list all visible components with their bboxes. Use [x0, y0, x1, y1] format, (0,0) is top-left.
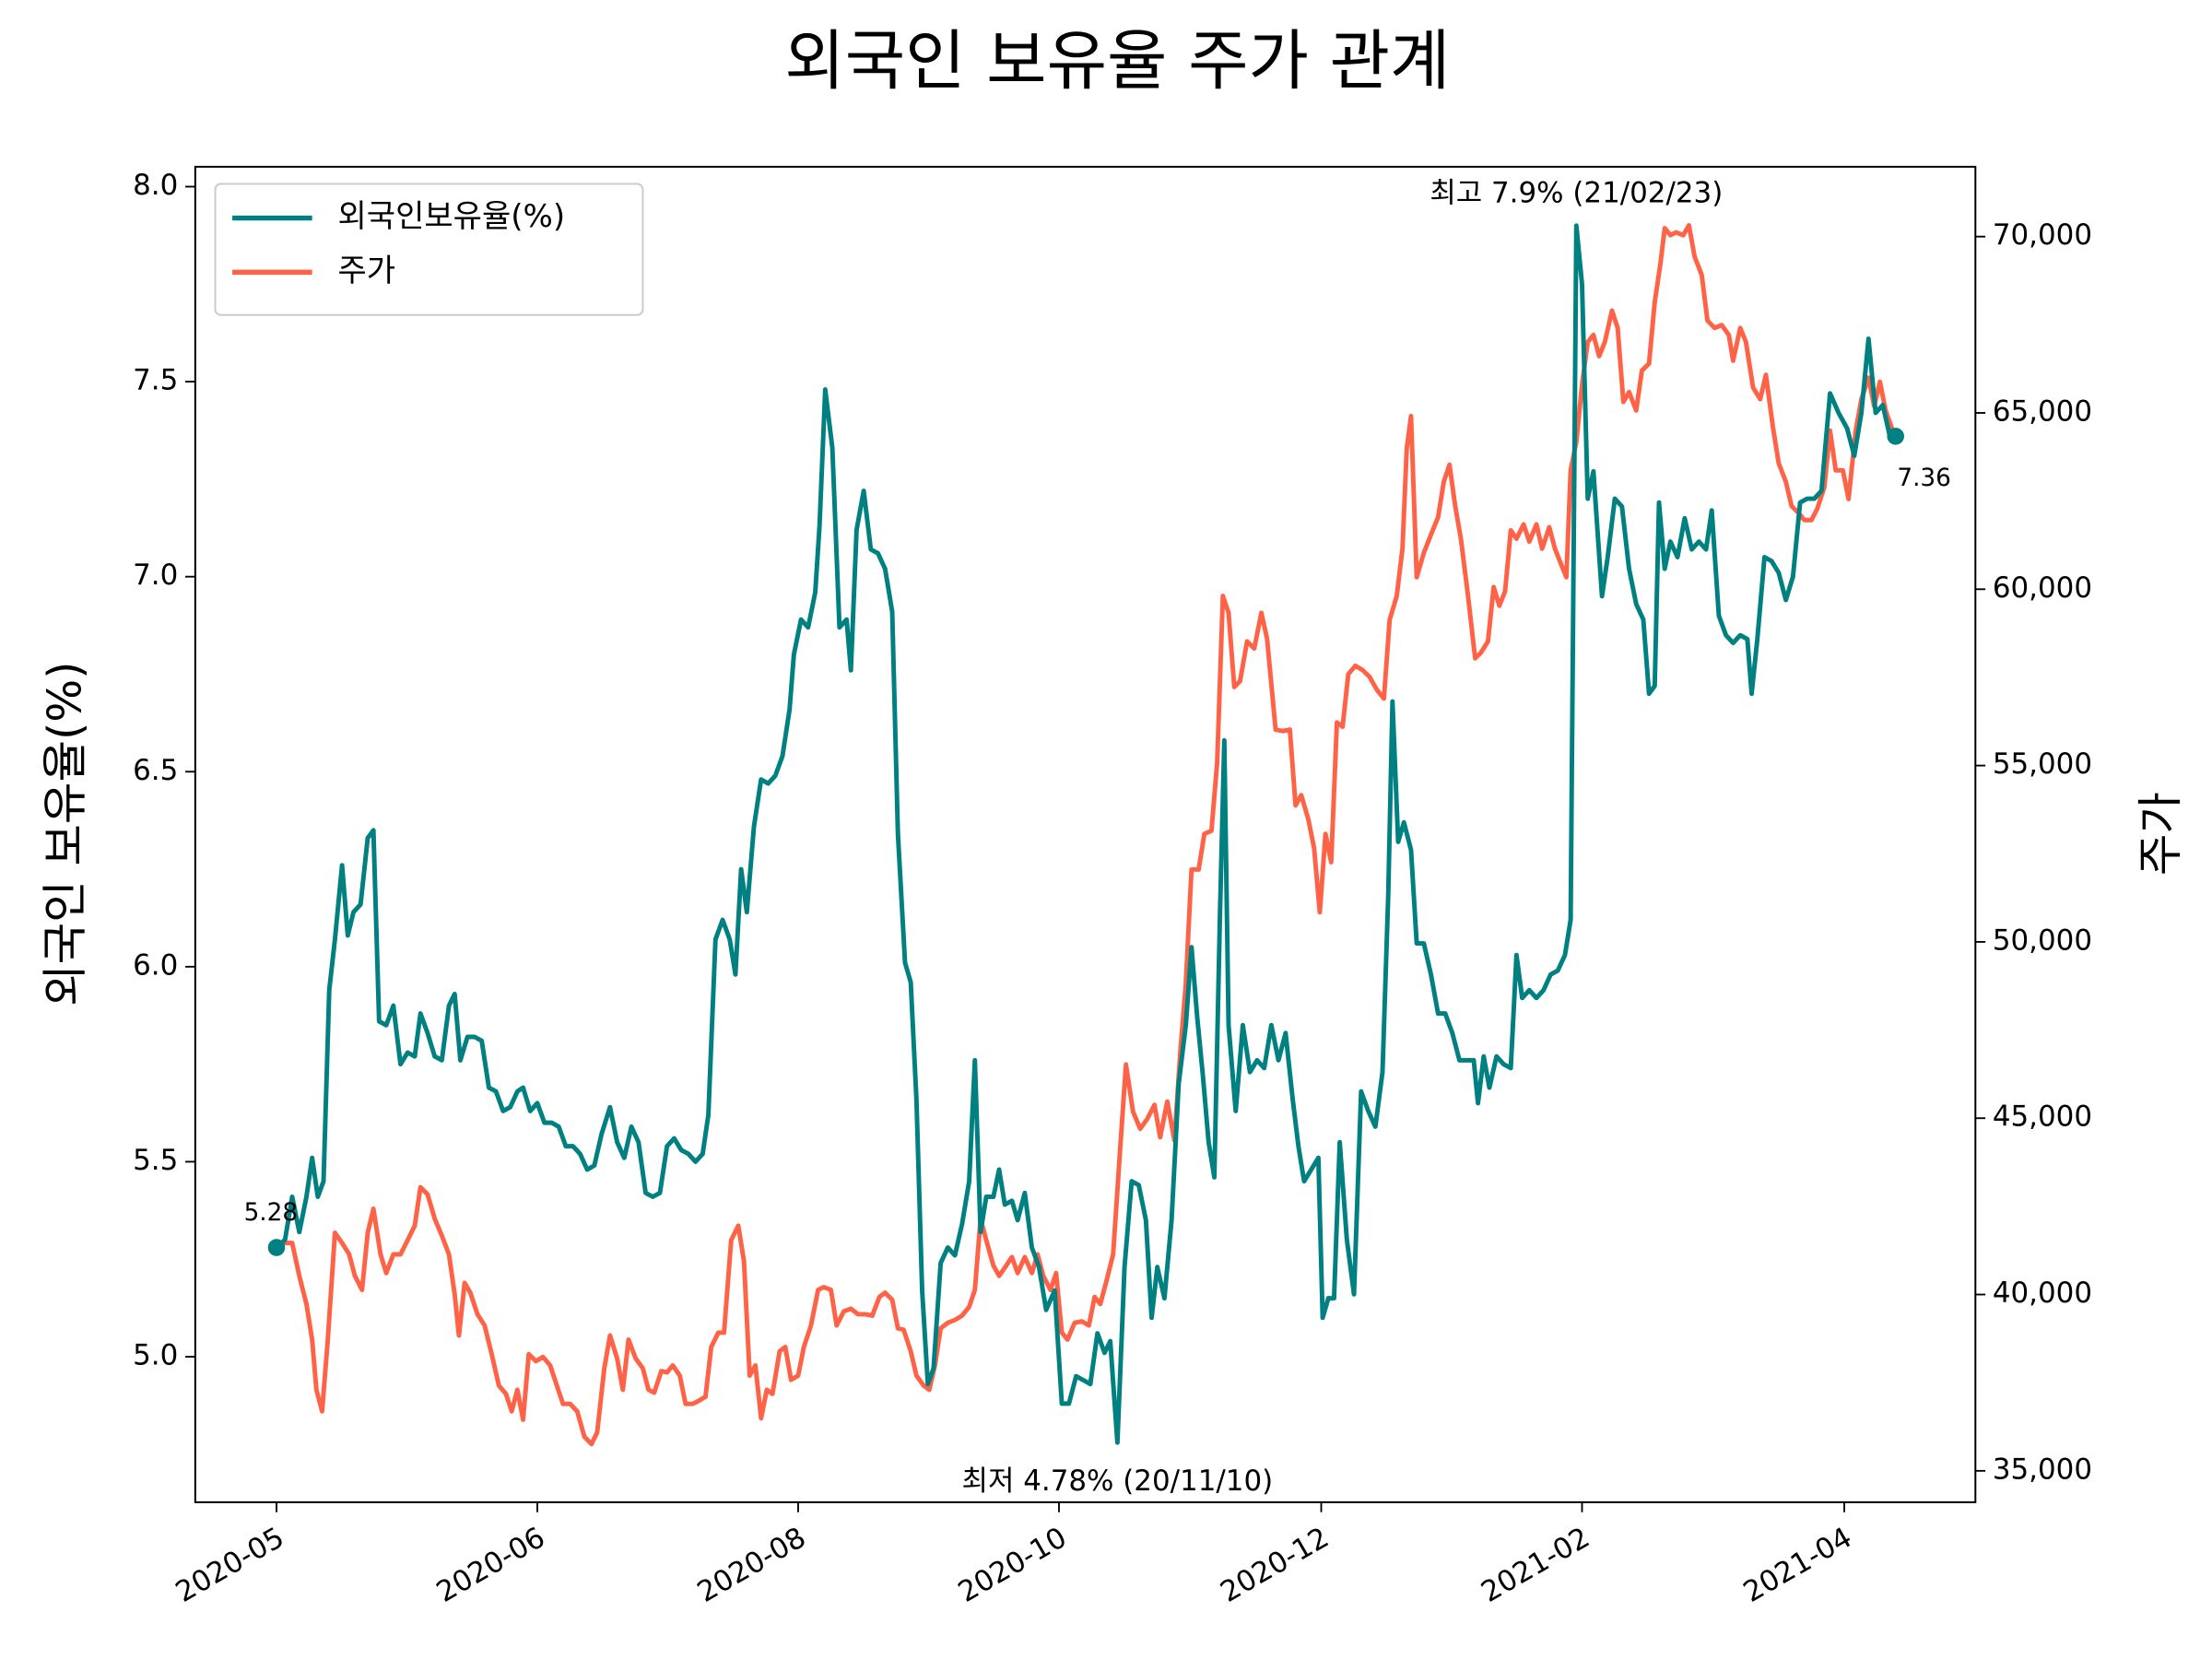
y2-tick-label: 50,000 [1993, 924, 2092, 957]
y-tick-label: 5.5 [133, 1144, 178, 1177]
y2-tick-label: 45,000 [1993, 1100, 2092, 1134]
series-line [275, 223, 1896, 1445]
y-axis-label: 외국인 보유율(%) [39, 661, 92, 1006]
y2-tick-label: 70,000 [1993, 218, 2092, 252]
legend: 외국인보유율(%) 주가 [214, 182, 644, 316]
min-annotation: 최저 4.78% (20/11/10) [962, 1465, 1274, 1498]
legend-box [214, 182, 644, 316]
plot-frame [194, 165, 1977, 1503]
y-tick-label: 7.5 [133, 364, 178, 397]
series-line [275, 223, 1898, 1447]
y2-tick-label: 60,000 [1993, 571, 2092, 605]
chart-title: 외국인 보유율 주가 관계 [784, 23, 1450, 100]
y2-tick-label: 40,000 [1993, 1277, 2092, 1310]
end-label: 5.28 [244, 1199, 298, 1227]
end-label: 7.36 [1897, 465, 1950, 492]
y2-tick-label: 65,000 [1993, 394, 2092, 428]
y-tick-label: 5.0 [133, 1339, 178, 1372]
end-point [267, 1239, 286, 1256]
legend-label: 외국인보유율(%) [337, 198, 565, 235]
y2-axis-label: 주가 [2134, 792, 2187, 876]
legend-label: 주가 [337, 253, 395, 289]
max-annotation: 최고 7.9% (21/02/23) [1430, 176, 1723, 209]
y2-tick-label: 55,000 [1993, 747, 2092, 781]
y2-tick-label: 35,000 [1993, 1453, 2092, 1486]
y-tick-label: 6.0 [133, 948, 178, 982]
y-tick-label: 7.0 [133, 559, 178, 592]
y-tick-label: 8.0 [133, 169, 178, 202]
y-tick-label: 6.5 [133, 754, 178, 787]
end-point [1887, 428, 1904, 445]
